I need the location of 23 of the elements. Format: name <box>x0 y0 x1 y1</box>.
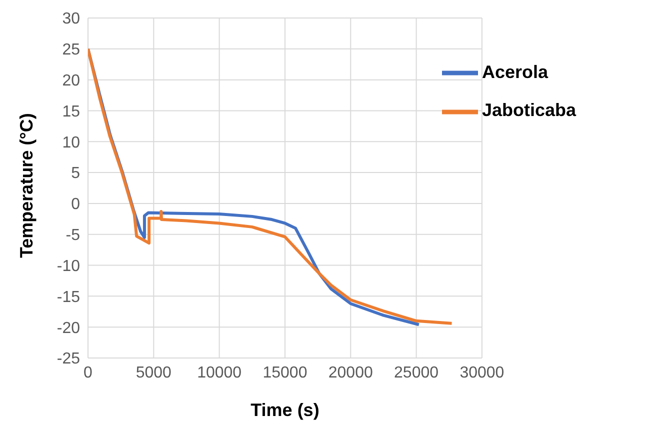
y-tick-label: 5 <box>71 165 80 182</box>
y-tick-label: 25 <box>62 42 80 59</box>
y-tick-label: 20 <box>62 72 80 90</box>
y-tick-label: -10 <box>56 258 80 275</box>
y-axis-title: Temperature (°C) <box>16 113 36 258</box>
y-tick-label: 30 <box>62 10 80 28</box>
y-tick-label: -25 <box>56 350 80 368</box>
y-tick-label: -5 <box>66 227 80 244</box>
y-tick-label: 15 <box>62 103 80 120</box>
y-tick-label: 0 <box>71 196 80 214</box>
x-tick-label: 25000 <box>394 364 439 382</box>
x-tick-label: 0 <box>84 364 93 382</box>
x-tick-label: 20000 <box>328 364 373 382</box>
x-tick-label: 30000 <box>460 364 504 382</box>
x-tick-label: 15000 <box>262 364 308 382</box>
y-tick-label: 10 <box>62 134 80 152</box>
x-axis-title: Time (s) <box>250 400 320 420</box>
x-tick-label: 5000 <box>136 364 172 382</box>
legend-label: Jaboticaba <box>482 100 576 120</box>
y-tick-label: -15 <box>56 288 80 306</box>
legend-label: Acerola <box>482 62 548 82</box>
x-tick-label: 10000 <box>197 364 242 382</box>
y-tick-label: -20 <box>56 320 80 337</box>
